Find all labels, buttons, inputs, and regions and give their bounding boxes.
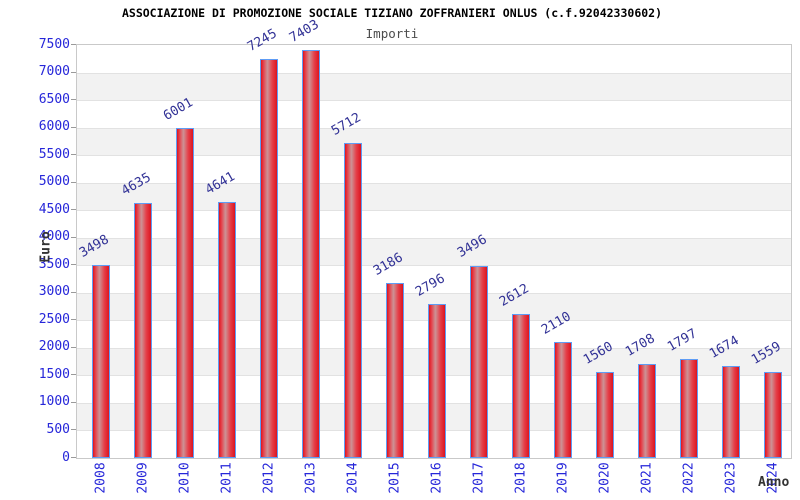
plot-band (77, 155, 791, 183)
bar-2024 (764, 372, 782, 458)
bar-2010 (176, 127, 194, 458)
x-tick-label: 2016 (429, 462, 445, 494)
bar-2014 (344, 143, 362, 458)
y-tick-label: 4000 (38, 229, 70, 245)
bar-2018 (512, 314, 530, 458)
chart-title: ASSOCIAZIONE DI PROMOZIONE SOCIALE TIZIA… (121, 6, 663, 20)
x-tick-label: 2011 (219, 462, 235, 494)
bar-2023 (722, 365, 740, 458)
chart-subtitle: Importi (365, 26, 419, 41)
bar-2019 (554, 341, 572, 458)
plot-band (77, 182, 791, 211)
y-tick-label: 7500 (38, 36, 70, 52)
x-tick-label: 2018 (513, 462, 529, 494)
y-tick-label: 0 (62, 449, 70, 465)
x-tick-label: 2019 (555, 462, 571, 494)
bar-2011 (218, 202, 236, 458)
gridline (77, 155, 791, 157)
gridline (77, 72, 791, 74)
y-tick-label: 2000 (38, 339, 70, 355)
x-tick-label: 2015 (387, 462, 403, 494)
x-tick-label: 2014 (345, 462, 361, 494)
bar-2016 (428, 304, 446, 458)
y-tick-mark (71, 319, 76, 321)
y-tick-label: 2500 (38, 311, 70, 327)
gridline (77, 100, 791, 102)
bar-2021 (638, 363, 656, 458)
gridline (77, 237, 791, 239)
x-axis-title: Anno (758, 475, 790, 490)
bar-2012 (260, 59, 278, 458)
y-tick-label: 500 (46, 421, 70, 437)
plot-band (77, 210, 791, 238)
plot-band (77, 127, 791, 156)
y-tick-mark (71, 374, 76, 376)
y-tick-label: 3000 (38, 284, 70, 300)
bar-2013 (302, 50, 320, 458)
x-tick-label: 2022 (681, 462, 697, 494)
y-tick-label: 6500 (38, 91, 70, 107)
gridline (77, 265, 791, 267)
y-tick-mark (71, 429, 76, 431)
y-tick-mark (71, 154, 76, 156)
x-tick-label: 2021 (639, 462, 655, 494)
plot-band (77, 72, 791, 101)
y-tick-label: 7000 (38, 64, 70, 80)
y-tick-label: 5000 (38, 174, 70, 190)
y-tick-label: 5500 (38, 146, 70, 162)
gridline (77, 210, 791, 212)
y-tick-mark (71, 264, 76, 266)
bar-2020 (596, 372, 614, 458)
y-tick-mark (71, 209, 76, 211)
y-tick-label: 1000 (38, 394, 70, 410)
plot-band (77, 100, 791, 128)
y-tick-mark (71, 44, 76, 45)
y-tick-mark (71, 346, 76, 348)
gridline (77, 182, 791, 184)
y-tick-mark (71, 457, 76, 458)
x-tick-label: 2013 (303, 462, 319, 494)
y-tick-mark (71, 126, 76, 128)
gridline (77, 127, 791, 129)
bar-2022 (680, 359, 698, 458)
plot-band (77, 45, 791, 73)
y-tick-mark (71, 401, 76, 403)
bar-2017 (470, 265, 488, 458)
bar-value-label: 7403 (287, 17, 322, 47)
x-tick-label: 2008 (93, 462, 109, 494)
y-tick-mark (71, 181, 76, 183)
y-axis-title: Euro (38, 231, 54, 263)
y-tick-label: 1500 (38, 366, 70, 382)
bar-2008 (92, 265, 110, 458)
y-tick-mark (71, 236, 76, 238)
x-tick-label: 2023 (723, 462, 739, 494)
plot-band (77, 265, 791, 293)
y-tick-mark (71, 99, 76, 101)
bar-2015 (386, 282, 404, 458)
y-tick-label: 6000 (38, 119, 70, 135)
plot-band (77, 237, 791, 266)
bar-2009 (134, 202, 152, 458)
x-tick-label: 2009 (135, 462, 151, 494)
x-tick-label: 2010 (177, 462, 193, 494)
x-tick-label: 2020 (597, 462, 613, 494)
x-tick-label: 2012 (261, 462, 277, 494)
y-tick-label: 4500 (38, 201, 70, 217)
y-tick-label: 3500 (38, 256, 70, 272)
gridline (77, 292, 791, 294)
x-tick-label: 2017 (471, 462, 487, 494)
y-tick-mark (71, 71, 76, 73)
y-tick-mark (71, 291, 76, 293)
plot-area (76, 44, 792, 459)
